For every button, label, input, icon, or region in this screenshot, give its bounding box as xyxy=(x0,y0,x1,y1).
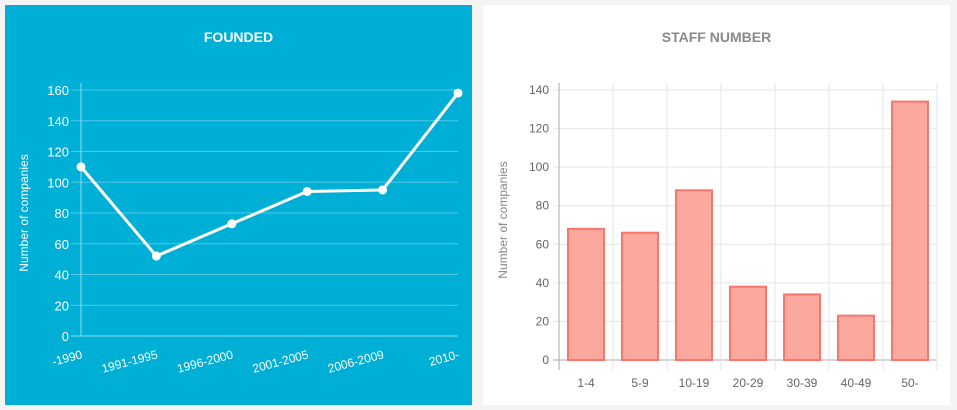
y-tick-label: 0 xyxy=(542,353,549,367)
data-point xyxy=(378,185,388,195)
y-tick-label: 140 xyxy=(529,83,549,97)
data-point xyxy=(151,251,161,261)
y-tick-label: 80 xyxy=(536,199,550,213)
x-tick-label: 1-4 xyxy=(577,376,595,390)
y-tick-label: 40 xyxy=(55,268,69,283)
y-tick-label: 20 xyxy=(536,314,550,328)
y-tick-label: 100 xyxy=(529,160,549,174)
y-tick-label: 140 xyxy=(47,114,69,129)
y-tick-label: 100 xyxy=(47,175,69,190)
y-tick-label: 80 xyxy=(55,206,69,221)
x-tick-label: 2001-2005 xyxy=(251,347,310,375)
bar-1-4 xyxy=(567,227,605,361)
y-axis-title: Number of companies xyxy=(17,154,31,271)
data-point xyxy=(302,186,312,196)
x-tick-label: 30-39 xyxy=(787,376,818,390)
y-tick-label: 120 xyxy=(47,145,69,160)
bar-50- xyxy=(891,100,929,361)
y-tick-label: 0 xyxy=(62,329,69,344)
founded-panel: FOUNDED xyxy=(5,5,472,405)
x-tick-label: -1990 xyxy=(50,347,84,369)
y-tick-label: 20 xyxy=(55,298,69,313)
bar-10-19 xyxy=(675,189,713,361)
bar-30-39 xyxy=(783,293,821,361)
y-tick-label: 160 xyxy=(47,83,69,98)
founded-series-line xyxy=(79,92,460,258)
y-tick-label: 60 xyxy=(536,237,550,251)
y-tick-label: 120 xyxy=(529,122,549,136)
bar-40-49 xyxy=(837,314,875,361)
founded-chart-title: FOUNDED xyxy=(203,29,274,45)
x-tick-label: 2010- xyxy=(427,347,460,368)
data-point xyxy=(227,219,237,229)
x-tick-label: 20-29 xyxy=(733,376,764,390)
y-axis-title: Number of companies xyxy=(496,161,510,278)
x-tick-label: 2006-2009 xyxy=(326,347,385,375)
x-tick-label: 1996-2000 xyxy=(176,347,235,375)
x-tick-label: 1991-1995 xyxy=(100,347,159,375)
x-tick-label: 10-19 xyxy=(679,376,710,390)
bar-20-29 xyxy=(729,285,767,362)
y-tick-label: 60 xyxy=(55,237,69,252)
data-point xyxy=(76,162,86,172)
staff-chart-title: STAFF NUMBER xyxy=(661,29,772,45)
data-point xyxy=(453,88,463,98)
y-tick-label: 40 xyxy=(536,276,550,290)
x-tick-label: 50- xyxy=(901,376,918,390)
bar-5-9 xyxy=(621,231,659,361)
x-tick-label: 40-49 xyxy=(841,376,872,390)
x-tick-label: 5-9 xyxy=(631,376,649,390)
